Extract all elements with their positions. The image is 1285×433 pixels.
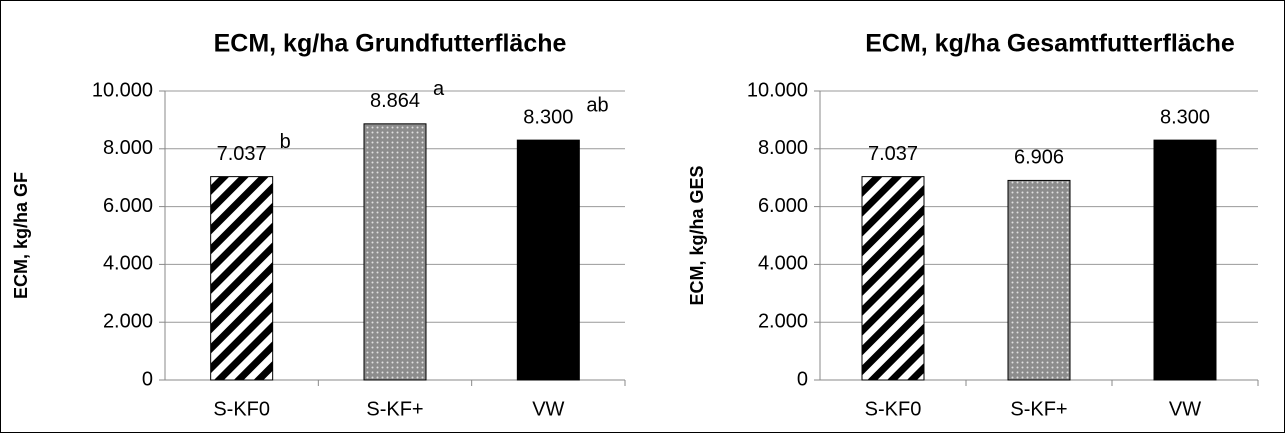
x-tick-label: VW	[1169, 398, 1201, 420]
x-tick-label: S-KF0	[865, 398, 922, 420]
significance-label: b	[280, 131, 291, 153]
y-tick-label: 0	[142, 368, 153, 390]
y-tick-label: 10.000	[92, 79, 153, 101]
bar	[363, 123, 427, 381]
value-label: 8.864	[370, 90, 420, 112]
value-label: 7.037	[217, 143, 267, 165]
x-tick-label: S-KF0	[213, 398, 270, 420]
bar	[210, 176, 274, 381]
x-tick-label: VW	[532, 398, 564, 420]
y-axis-label: ECM, kg/ha GF	[11, 172, 31, 299]
value-label: 8.300	[523, 106, 573, 128]
y-tick-label: 0	[797, 368, 808, 390]
bar	[861, 176, 925, 381]
y-tick-label: 4.000	[758, 253, 808, 275]
value-label: 7.037	[868, 143, 918, 165]
bar	[516, 139, 580, 381]
value-label: 6.906	[1014, 147, 1064, 169]
bar	[1007, 179, 1071, 381]
y-tick-label: 2.000	[758, 310, 808, 332]
x-tick-label: S-KF+	[366, 398, 423, 420]
y-tick-label: 10.000	[747, 79, 808, 101]
y-tick-label: 6.000	[103, 195, 153, 217]
y-axis-label: ECM, kg/ha GES	[687, 165, 707, 305]
y-tick-label: 2.000	[103, 310, 153, 332]
significance-label: ab	[586, 94, 608, 116]
chart-title: ECM, kg/ha Gesamtfutterfläche	[865, 30, 1235, 58]
x-tick-label: S-KF+	[1010, 398, 1067, 420]
bar	[1153, 139, 1217, 381]
y-tick-label: 8.000	[103, 137, 153, 159]
y-tick-label: 8.000	[758, 137, 808, 159]
value-label: 8.300	[1160, 106, 1210, 128]
y-tick-label: 4.000	[103, 253, 153, 275]
y-tick-label: 6.000	[758, 195, 808, 217]
chart-title: ECM, kg/ha Grundfutterfläche	[214, 30, 567, 58]
significance-label: a	[433, 78, 445, 100]
